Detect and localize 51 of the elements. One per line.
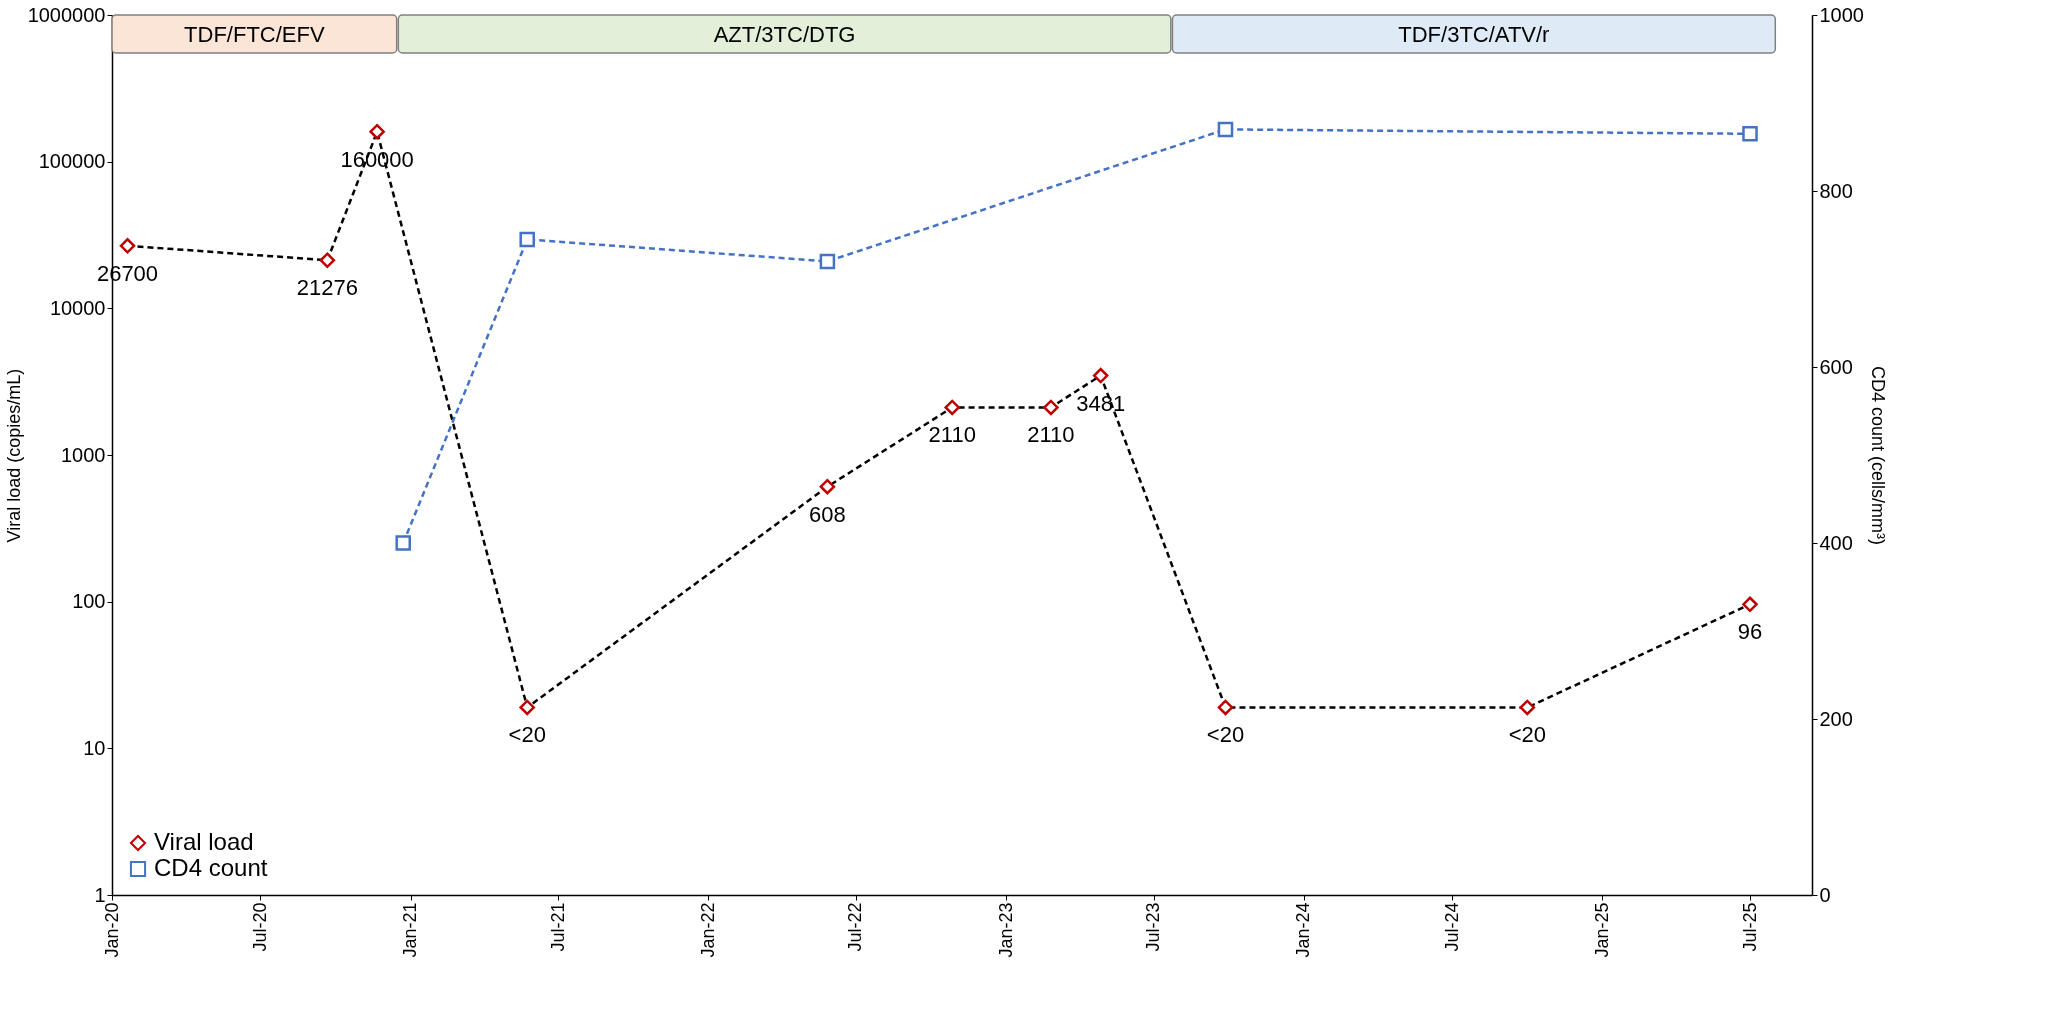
x-tick-label: Jul-24	[1441, 902, 1462, 952]
y2-tick-label: 600	[1819, 355, 1853, 378]
point	[119, 238, 136, 254]
point	[1519, 699, 1536, 716]
legend-label: CD4 count	[154, 854, 268, 881]
point	[319, 252, 336, 269]
x-tick-label: Jul-23	[1143, 902, 1164, 952]
data-label: <20	[1206, 722, 1245, 748]
y-axis-title: Viral load (copies/mL)	[3, 368, 24, 543]
data-label: 21276	[296, 275, 358, 301]
data-label: <20	[1508, 722, 1546, 748]
point	[1742, 596, 1758, 613]
x-tick-label: Jan-21	[400, 902, 421, 958]
band-label: AZT/3TC/DTG	[713, 22, 856, 47]
y-tick-label: 100000	[38, 150, 106, 173]
data-label: 2110	[1027, 422, 1075, 448]
y-tick-label: 1000	[61, 443, 106, 466]
point	[1092, 367, 1109, 384]
x-tick-label: Jul-21	[547, 902, 568, 952]
data-label: 3481	[1076, 390, 1126, 416]
y-tick-label: 10	[83, 736, 106, 759]
x-tick-label: Jul-20	[249, 902, 270, 952]
point	[1217, 699, 1234, 716]
point	[944, 399, 960, 416]
y2-tick-label: 200	[1819, 707, 1853, 730]
y-tick-label: 10000	[49, 296, 106, 319]
data-label: 160000	[340, 146, 414, 172]
data-label: 608	[809, 501, 846, 527]
point	[1043, 399, 1059, 416]
point	[369, 123, 385, 140]
data-label: <20	[508, 722, 546, 748]
y2-tick-label: 800	[1819, 179, 1853, 202]
point	[819, 478, 836, 495]
band-label: TDF/3TC/ATV/r	[1398, 22, 1550, 47]
x-tick-label: Jan-25	[1591, 902, 1612, 958]
y2-tick-label: 1000	[1819, 3, 1864, 26]
x-tick-label: Jan-23	[995, 902, 1016, 958]
y-tick-label: 100	[72, 590, 106, 613]
data-label: 96	[1737, 619, 1763, 645]
y2-tick-label: 0	[1819, 883, 1831, 906]
y-tick-label: 1000000	[27, 3, 106, 26]
data-label: 2110	[928, 422, 976, 448]
legend-label: Viral load	[154, 828, 254, 855]
x-tick-label: Jul-22	[845, 902, 866, 952]
band-label: TDF/FTC/EFV	[184, 22, 325, 47]
x-tick-label: Jul-25	[1739, 902, 1760, 952]
x-tick-label: Jan-24	[1293, 902, 1314, 958]
x-tick-label: Jan-22	[697, 902, 718, 958]
y2-tick-label: 400	[1819, 531, 1853, 554]
point	[519, 699, 535, 716]
y2-axis-title: CD4 count (cells/mm³)	[1867, 365, 1888, 546]
